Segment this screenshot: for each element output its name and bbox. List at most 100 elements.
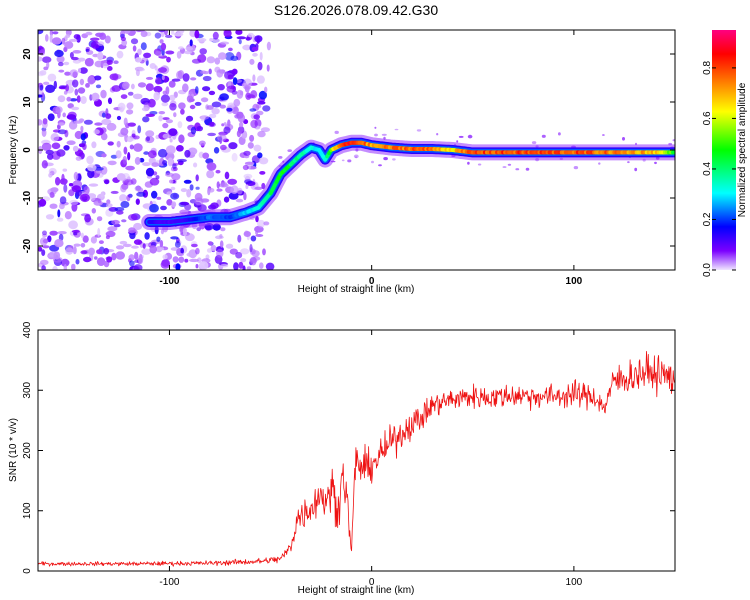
- snr-ytick-label: 400: [22, 321, 33, 338]
- spectrogram-noise-blob: [49, 191, 55, 198]
- spectrogram-noise-blob: [94, 122, 103, 126]
- spectrogram-noise-blob: [62, 168, 68, 172]
- spectrogram-noise-blob: [235, 251, 243, 259]
- spectrogram-noise-blob: [71, 263, 76, 270]
- spectrogram-noise-blob: [130, 38, 139, 45]
- spectrogram-noise-blob: [259, 262, 264, 270]
- spectrogram-noise-blob: [90, 37, 100, 41]
- spectrogram-noise-blob: [260, 127, 270, 133]
- spectrogram-noise-blob: [155, 175, 160, 180]
- spectrogram-noise-blob: [243, 150, 251, 156]
- spectrogram-noise-blob: [168, 80, 176, 88]
- spectrogram-noise-blob: [166, 199, 173, 206]
- spectrogram-noise-blob: [224, 171, 230, 180]
- spectrogram-noise-blob: [149, 63, 156, 69]
- spectrogram-noise-blob: [86, 155, 94, 165]
- spectrogram-noise-blob: [184, 149, 191, 158]
- spectrogram-noise-blob: [80, 125, 84, 132]
- spectrogram-noise-blob: [257, 101, 266, 105]
- spectrogram-noise-blob: [65, 247, 74, 255]
- spectrogram-noise-blob: [116, 115, 122, 121]
- spectrogram-noise-blob: [235, 198, 244, 203]
- spectrogram-noise-blob: [125, 165, 135, 171]
- spectrogram-speck: [502, 166, 507, 168]
- spectrogram-noise-blob: [57, 95, 66, 103]
- spectrogram-noise-blob: [194, 192, 203, 202]
- spectrogram-noise-blob: [223, 122, 227, 126]
- spectrogram-noise-blob: [106, 122, 117, 131]
- spectrogram-noise-blob: [123, 117, 128, 126]
- snr-ytick-label: 0: [22, 568, 33, 574]
- spectrogram-noise-blob: [242, 265, 246, 270]
- spectrogram-noise-blob: [156, 236, 161, 242]
- spectrogram-noise-blob: [182, 227, 188, 237]
- spectrogram-noise-blob: [265, 262, 275, 270]
- spectrogram-noise-blob: [266, 41, 271, 51]
- spectrogram-noise-blob: [73, 232, 78, 236]
- spectrogram-speck: [278, 156, 283, 159]
- spectrogram-noise-blob: [127, 122, 136, 127]
- snr-xtick-label: -100: [159, 577, 179, 588]
- spectrogram-noise-blob: [73, 34, 80, 40]
- spectrogram-noise-blob: [206, 162, 217, 171]
- spectrogram-noise-blob: [183, 50, 193, 55]
- spectrogram-noise-blob: [91, 208, 97, 214]
- spectrogram-noise-blob: [79, 67, 88, 74]
- spectrogram-noise-blob: [116, 50, 124, 59]
- spectrogram-noise-blob: [59, 203, 65, 210]
- spectrogram-noise-blob: [236, 130, 241, 138]
- spectrogram-noise-blob: [185, 46, 193, 51]
- spectrogram-noise-blob: [88, 183, 99, 187]
- spectrogram-noise-blob: [97, 51, 104, 61]
- spectrogram-noise-blob: [69, 52, 74, 59]
- spectrogram-noise-blob: [52, 31, 59, 35]
- spectrogram-noise-blob: [177, 121, 183, 129]
- spectrogram-noise-blob: [97, 198, 102, 204]
- spectrogram-speck: [347, 159, 352, 163]
- spectrogram-noise-blob: [182, 83, 189, 93]
- spectrogram-noise-blob: [249, 58, 255, 65]
- spectrogram-noise-blob: [176, 70, 183, 80]
- spectrogram-noise-blob: [160, 94, 170, 103]
- spectrogram-noise-blob: [138, 255, 144, 265]
- spectrogram-noise-blob: [71, 56, 79, 61]
- spectrogram-speck: [525, 167, 530, 171]
- spectrogram-noise-blob: [220, 144, 227, 151]
- spectrogram-noise-blob: [54, 239, 64, 248]
- spectrogram-noise-blob: [96, 249, 103, 255]
- spectrogram-noise-blob: [80, 193, 90, 203]
- spectrogram-noise-blob: [217, 134, 227, 142]
- spectrogram-ytick-label: 0: [22, 147, 33, 153]
- spectrogram-noise-blob: [195, 186, 200, 190]
- spectrogram-noise-blob: [243, 78, 253, 88]
- spectrogram-noise-blob: [178, 102, 186, 110]
- spectrogram-speck: [383, 157, 388, 161]
- spectrogram-noise-blob: [200, 115, 206, 122]
- spectrogram-noise-blob: [253, 144, 262, 152]
- spectrogram-noise-blob: [134, 259, 140, 263]
- spectrogram-noise-blob: [178, 253, 184, 256]
- spectrogram-noise-blob: [111, 252, 117, 261]
- spectrogram-noise-blob: [45, 149, 54, 155]
- spectrogram-noise-blob: [85, 46, 91, 52]
- spectrogram-noise-blob: [104, 179, 110, 185]
- spectrogram-noise-blob: [228, 47, 233, 52]
- spectrogram-noise-blob: [182, 73, 190, 82]
- spectrogram-noise-blob: [168, 128, 178, 137]
- spectrogram-speck: [654, 161, 657, 165]
- spectrogram-noise-blob: [215, 169, 221, 174]
- spectrogram-noise-blob: [206, 170, 215, 179]
- spectrogram-ytick-label: 10: [22, 96, 33, 108]
- spectrogram-noise-blob: [75, 258, 80, 265]
- spectrogram-noise-blob: [148, 150, 157, 159]
- spectrogram-noise-blob: [135, 69, 140, 77]
- spectrogram-noise-blob: [103, 260, 110, 268]
- spectrogram-noise-blob: [180, 108, 185, 115]
- spectrogram-noise-blob: [134, 57, 142, 63]
- spectrogram-noise-blob: [78, 68, 81, 73]
- spectrogram-noise-blob: [73, 120, 83, 124]
- spectrogram-noise-blob: [237, 234, 242, 243]
- spectrogram-speck: [622, 137, 625, 141]
- spectrogram-noise-blob: [38, 198, 47, 207]
- spectrogram-noise-blob: [102, 62, 109, 69]
